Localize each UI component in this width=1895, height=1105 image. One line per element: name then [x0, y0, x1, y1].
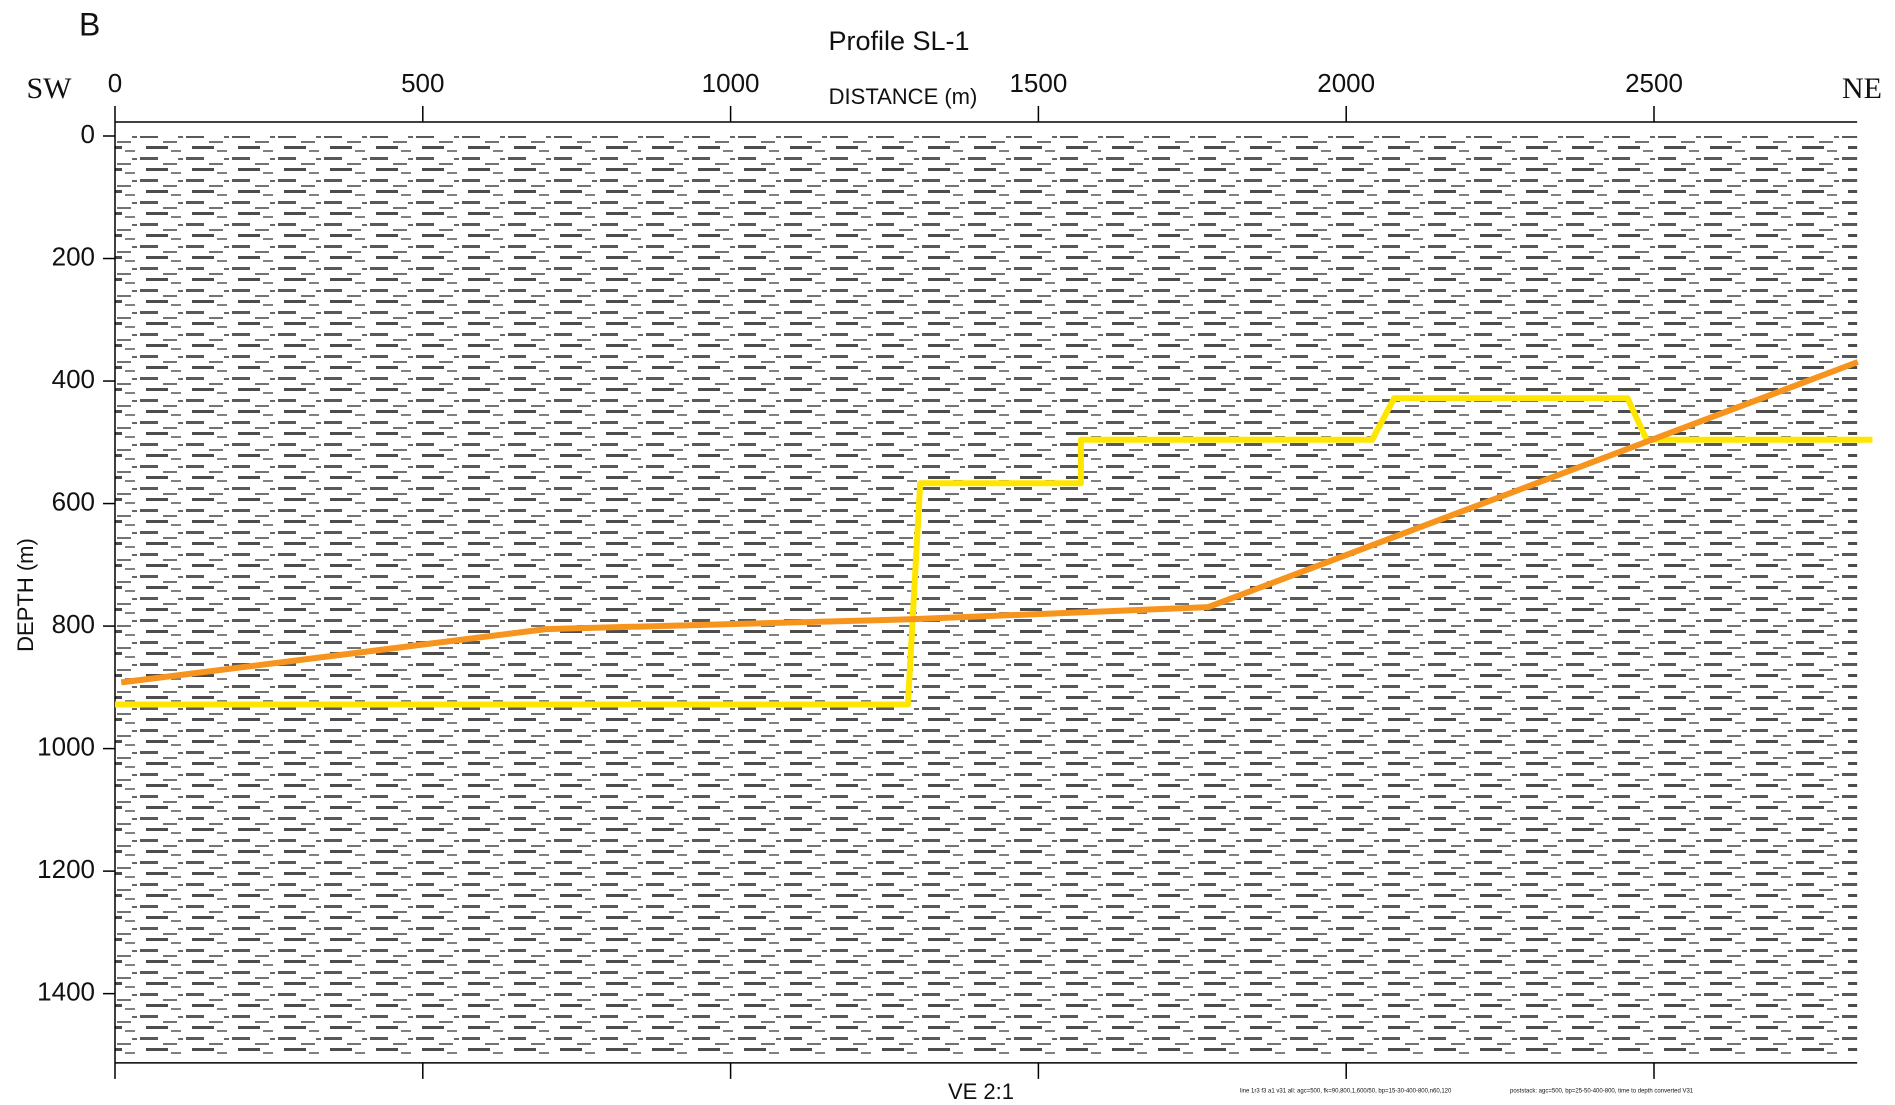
- seismic-section: [115, 136, 1857, 1055]
- x-tick-label: 1500: [1009, 68, 1067, 98]
- x-tick-label: 2000: [1317, 68, 1375, 98]
- x-axis-label: DISTANCE (m): [829, 84, 978, 109]
- left-label: SW: [27, 72, 73, 105]
- processing-note: poststack: agc=500, bp=25-50-400-800, ti…: [1510, 1089, 1694, 1095]
- y-tick-label: 1200: [37, 854, 95, 884]
- footer: VE 2:1: [948, 1079, 1014, 1104]
- y-tick-label: 200: [52, 241, 95, 271]
- x-tick-label: 0: [108, 68, 122, 98]
- y-tick-label: 1000: [37, 731, 95, 761]
- y-tick-label: 1400: [37, 977, 95, 1007]
- y-tick-label: 0: [81, 119, 95, 149]
- y-tick-label: 600: [52, 486, 95, 516]
- chart: B Profile SL-1 SW NE DISTANCE (m) DEPTH …: [0, 0, 1895, 1105]
- y-tick-label: 800: [52, 609, 95, 639]
- panel-label: B: [79, 6, 100, 42]
- processing-note: line 1r3 f3 a1 v31 all: agc=500, fk=90,8…: [1240, 1089, 1452, 1095]
- chart-title: Profile SL-1: [828, 26, 969, 56]
- y-tick-label: 400: [52, 364, 95, 394]
- seismic-texture: [115, 136, 1857, 1055]
- y-axis-label: DEPTH (m): [13, 538, 38, 652]
- x-tick-label: 1000: [702, 68, 760, 98]
- right-label: NE: [1842, 72, 1882, 105]
- x-tick-label: 500: [401, 68, 444, 98]
- x-tick-label: 2500: [1625, 68, 1683, 98]
